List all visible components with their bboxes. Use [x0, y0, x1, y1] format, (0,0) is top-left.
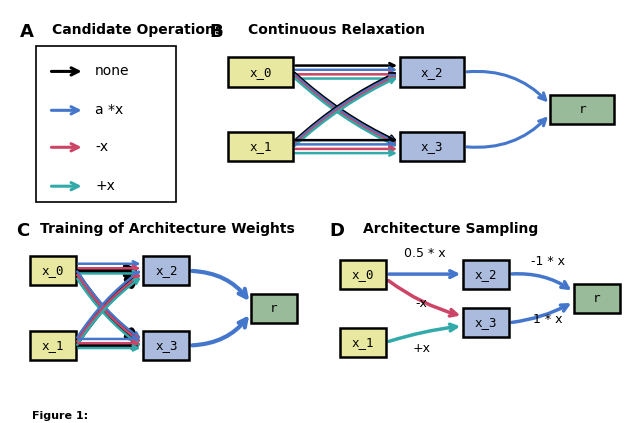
- FancyArrowPatch shape: [296, 142, 394, 147]
- Text: x_3: x_3: [155, 339, 178, 352]
- FancyBboxPatch shape: [143, 331, 189, 360]
- Text: +x: +x: [413, 342, 431, 355]
- FancyBboxPatch shape: [29, 256, 76, 286]
- FancyArrowPatch shape: [192, 319, 246, 345]
- Text: a *x: a *x: [95, 103, 124, 117]
- Text: Training of Architecture Weights: Training of Architecture Weights: [40, 222, 295, 236]
- FancyArrowPatch shape: [77, 279, 139, 344]
- Text: A: A: [20, 23, 34, 41]
- Text: -x: -x: [95, 140, 108, 154]
- Text: none: none: [95, 64, 130, 78]
- FancyArrowPatch shape: [388, 280, 457, 316]
- FancyArrowPatch shape: [77, 275, 136, 338]
- FancyBboxPatch shape: [29, 331, 76, 360]
- FancyArrowPatch shape: [79, 341, 138, 346]
- Text: x_3: x_3: [475, 316, 497, 329]
- FancyArrowPatch shape: [295, 77, 395, 144]
- FancyBboxPatch shape: [400, 58, 464, 87]
- FancyArrowPatch shape: [389, 271, 456, 277]
- FancyBboxPatch shape: [228, 58, 292, 87]
- FancyArrowPatch shape: [79, 271, 138, 276]
- FancyArrowPatch shape: [296, 67, 394, 72]
- Text: x_1: x_1: [42, 339, 64, 352]
- FancyArrowPatch shape: [295, 73, 395, 140]
- FancyArrowPatch shape: [295, 74, 395, 142]
- FancyBboxPatch shape: [143, 256, 189, 286]
- FancyArrowPatch shape: [512, 305, 568, 322]
- FancyArrowPatch shape: [192, 271, 246, 297]
- FancyBboxPatch shape: [340, 327, 387, 357]
- FancyArrowPatch shape: [79, 346, 138, 351]
- FancyArrowPatch shape: [295, 78, 395, 146]
- FancyArrowPatch shape: [79, 343, 137, 348]
- Text: x_0: x_0: [352, 268, 374, 280]
- FancyArrowPatch shape: [79, 266, 138, 271]
- FancyArrowPatch shape: [295, 75, 395, 142]
- FancyArrowPatch shape: [79, 267, 134, 275]
- FancyArrowPatch shape: [77, 272, 139, 337]
- FancyArrowPatch shape: [389, 324, 456, 341]
- FancyArrowPatch shape: [296, 137, 394, 143]
- FancyArrowPatch shape: [295, 77, 395, 144]
- Text: x_1: x_1: [250, 140, 272, 153]
- FancyBboxPatch shape: [463, 260, 509, 289]
- Text: D: D: [330, 222, 344, 239]
- FancyArrowPatch shape: [467, 71, 546, 100]
- FancyArrowPatch shape: [77, 275, 139, 341]
- FancyBboxPatch shape: [463, 308, 509, 338]
- Text: -x: -x: [416, 297, 428, 310]
- Text: Continuous Relaxation: Continuous Relaxation: [248, 23, 425, 37]
- Text: x_0: x_0: [250, 66, 272, 79]
- Text: x_0: x_0: [42, 264, 64, 277]
- FancyArrowPatch shape: [296, 72, 394, 77]
- Text: B: B: [209, 23, 223, 41]
- FancyArrowPatch shape: [77, 272, 139, 338]
- Text: x_2: x_2: [475, 268, 497, 280]
- Text: r: r: [270, 302, 278, 315]
- FancyArrowPatch shape: [296, 76, 394, 81]
- FancyBboxPatch shape: [340, 260, 387, 289]
- FancyBboxPatch shape: [251, 294, 297, 323]
- Text: 1 * x: 1 * x: [533, 313, 563, 326]
- FancyBboxPatch shape: [550, 95, 614, 124]
- Text: +x: +x: [95, 179, 115, 193]
- Text: Architecture Sampling: Architecture Sampling: [364, 222, 538, 236]
- FancyArrowPatch shape: [295, 78, 395, 146]
- Text: Candidate Operations: Candidate Operations: [52, 23, 223, 37]
- Text: x_2: x_2: [421, 66, 444, 79]
- Text: C: C: [16, 222, 29, 239]
- Text: -1 * x: -1 * x: [531, 255, 564, 268]
- FancyArrowPatch shape: [296, 146, 394, 151]
- Text: Figure 1:: Figure 1:: [32, 411, 88, 421]
- Text: x_3: x_3: [421, 140, 444, 153]
- FancyArrowPatch shape: [77, 278, 136, 341]
- FancyArrowPatch shape: [296, 151, 394, 156]
- FancyArrowPatch shape: [77, 279, 139, 345]
- Text: r: r: [579, 103, 586, 116]
- FancyBboxPatch shape: [573, 284, 620, 313]
- Text: x_1: x_1: [352, 336, 374, 349]
- FancyArrowPatch shape: [512, 274, 568, 288]
- FancyBboxPatch shape: [36, 46, 176, 202]
- FancyArrowPatch shape: [295, 73, 395, 140]
- FancyArrowPatch shape: [296, 63, 394, 68]
- FancyArrowPatch shape: [79, 336, 138, 341]
- FancyArrowPatch shape: [467, 119, 546, 147]
- Text: x_2: x_2: [155, 264, 178, 277]
- FancyBboxPatch shape: [228, 132, 292, 161]
- Text: 0.5 * x: 0.5 * x: [404, 247, 445, 260]
- FancyArrowPatch shape: [79, 261, 138, 266]
- FancyBboxPatch shape: [400, 132, 464, 161]
- Text: r: r: [593, 292, 600, 305]
- FancyArrowPatch shape: [77, 276, 139, 341]
